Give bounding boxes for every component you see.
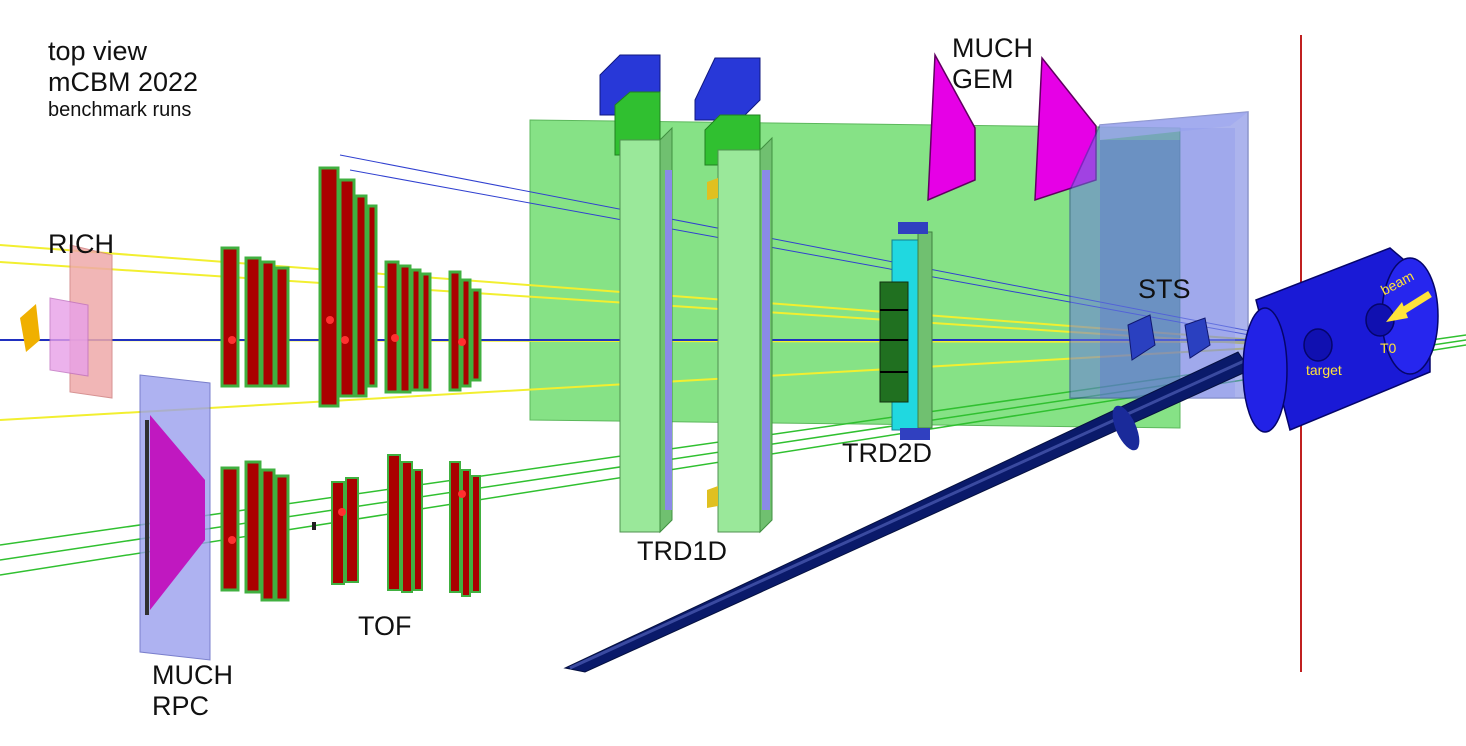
title-line-2: mCBM 2022 <box>48 67 199 97</box>
tof-upper-modules <box>220 166 482 408</box>
title-block: top view mCBM 2022 benchmark runs <box>48 36 198 122</box>
label-much-gem-line2: GEM <box>952 64 1014 94</box>
label-much-rpc-line1: MUCH <box>152 660 233 690</box>
tof-lower-modules <box>220 454 481 602</box>
hit-markers <box>228 316 466 544</box>
title-line-3: benchmark runs <box>48 99 192 121</box>
label-trd2d: TRD2D <box>842 438 933 468</box>
label-t0: T0 <box>1380 340 1397 356</box>
trd2d-module <box>879 222 933 440</box>
much-rpc-detector <box>139 374 211 661</box>
label-tof: TOF <box>358 611 412 641</box>
label-much-gem: MUCH GEM <box>952 33 1033 95</box>
label-sts: STS <box>1138 274 1191 304</box>
beam-arrow-icon <box>1386 291 1432 322</box>
label-rich: RICH <box>48 229 114 259</box>
label-much-rpc: MUCH RPC <box>152 660 233 722</box>
sts-enclosure <box>1069 111 1249 399</box>
label-much-gem-line1: MUCH <box>952 33 1033 63</box>
target-chamber <box>1242 247 1439 433</box>
label-trd1d: TRD1D <box>637 536 728 566</box>
title-line-1: top view <box>48 36 148 66</box>
much-gem-modules <box>927 52 1097 202</box>
rich-detector <box>20 244 113 399</box>
beam-pipe <box>563 351 1251 673</box>
trd1d-modules <box>599 54 773 534</box>
label-target: target <box>1306 362 1342 378</box>
label-much-rpc-line2: RPC <box>152 691 210 721</box>
